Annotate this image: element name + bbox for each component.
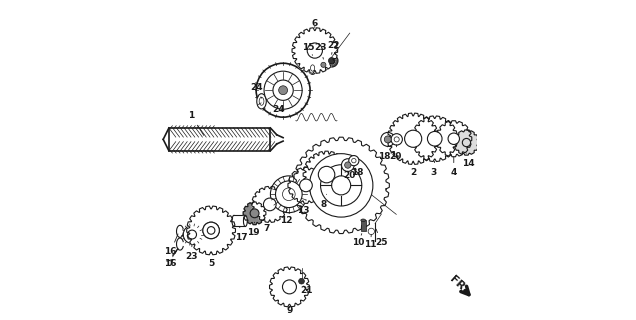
Bar [361,220,366,231]
Text: 10: 10 [352,234,365,247]
Circle shape [310,154,373,217]
Circle shape [203,222,219,239]
Circle shape [342,159,354,172]
Circle shape [325,54,338,67]
Text: 23: 23 [314,43,327,59]
Circle shape [345,162,351,168]
Circle shape [203,222,219,239]
Circle shape [368,228,375,235]
Ellipse shape [259,97,264,105]
Circle shape [188,230,197,239]
Text: 13: 13 [298,201,310,215]
Ellipse shape [244,215,247,227]
Polygon shape [293,137,389,234]
Circle shape [352,158,356,163]
Text: 1: 1 [188,111,204,135]
Circle shape [331,176,350,195]
Circle shape [318,166,335,183]
Text: FR.: FR. [447,274,469,295]
Circle shape [279,86,287,95]
Circle shape [381,132,395,146]
Circle shape [273,80,293,100]
Text: 24: 24 [250,83,263,98]
Circle shape [462,139,471,147]
Polygon shape [436,121,472,157]
Circle shape [264,71,302,109]
Text: 24: 24 [272,105,285,116]
Circle shape [328,58,335,64]
Text: 18: 18 [352,168,364,177]
Text: 22: 22 [327,41,340,54]
Circle shape [448,133,459,144]
Circle shape [321,62,326,68]
Text: 17: 17 [235,227,247,242]
Circle shape [300,179,312,192]
Bar [234,215,245,227]
Circle shape [270,176,307,213]
Circle shape [394,137,399,142]
Polygon shape [387,113,439,164]
Polygon shape [292,28,338,73]
Text: 8: 8 [321,194,326,209]
Text: 6: 6 [312,19,318,28]
Text: 20: 20 [343,171,356,180]
Text: 19: 19 [247,222,259,237]
Circle shape [349,156,359,166]
Circle shape [275,181,302,208]
Polygon shape [187,206,235,255]
Text: 20: 20 [389,145,401,161]
Ellipse shape [310,65,315,71]
Text: 15: 15 [301,43,314,55]
Circle shape [384,136,391,143]
Text: 14: 14 [462,153,475,168]
Circle shape [282,188,295,201]
Circle shape [207,227,215,234]
Circle shape [183,226,201,244]
Ellipse shape [308,62,317,74]
Circle shape [307,43,322,58]
Text: 21: 21 [301,285,313,295]
Circle shape [299,278,305,284]
Ellipse shape [232,215,236,227]
Ellipse shape [257,94,266,109]
Circle shape [391,134,403,145]
Text: 3: 3 [431,161,437,177]
Polygon shape [454,130,479,155]
Circle shape [318,59,329,70]
Text: 23: 23 [185,246,197,261]
Text: 2: 2 [410,161,417,177]
Bar [169,128,270,151]
Text: 25: 25 [375,229,388,247]
Circle shape [250,209,259,218]
Text: 16: 16 [164,234,178,257]
Text: 18: 18 [378,146,391,161]
Text: 16: 16 [164,248,178,268]
Circle shape [321,165,362,206]
Polygon shape [252,186,288,222]
Circle shape [427,132,442,146]
Text: 7: 7 [263,220,270,233]
Polygon shape [270,267,309,307]
Text: 4: 4 [450,157,457,177]
Text: 12: 12 [280,213,293,225]
Circle shape [404,130,422,147]
Polygon shape [303,151,350,198]
Polygon shape [288,167,324,204]
Text: 9: 9 [286,306,293,315]
Circle shape [263,198,276,211]
Polygon shape [243,202,266,225]
Ellipse shape [361,219,366,221]
Text: 5: 5 [209,252,215,268]
Text: 11: 11 [364,235,377,249]
Circle shape [282,280,296,294]
Circle shape [256,63,310,117]
Polygon shape [412,116,457,162]
